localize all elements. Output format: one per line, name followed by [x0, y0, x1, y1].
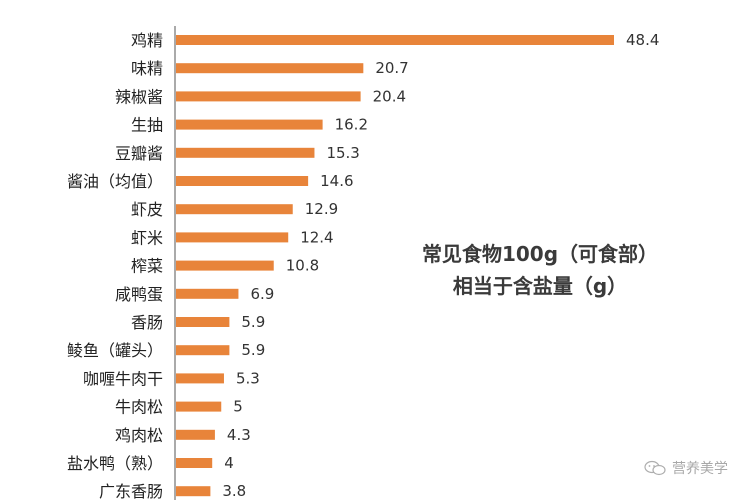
value-label: 4.3	[227, 426, 251, 444]
bar	[176, 401, 222, 412]
bar	[176, 458, 213, 468]
bar	[176, 373, 224, 384]
watermark: 营养美学	[644, 458, 728, 478]
category-label: 咖喱牛肉干	[83, 369, 163, 388]
value-label: 20.7	[375, 59, 408, 77]
category-label: 牛肉松	[115, 398, 163, 417]
value-label: 5.9	[241, 341, 265, 359]
category-label: 酱油（均值）	[67, 172, 163, 191]
chart-title: 常见食物100g（可食部） 相当于含盐量（g）	[370, 238, 710, 302]
bar	[176, 176, 309, 186]
value-label: 4	[224, 454, 234, 472]
value-label: 5.3	[236, 369, 260, 387]
bar	[176, 119, 323, 130]
bar	[176, 486, 211, 497]
value-label: 20.4	[373, 87, 406, 105]
value-label: 5	[233, 398, 243, 416]
category-label: 虾皮	[131, 200, 163, 219]
category-label: 生抽	[131, 116, 163, 135]
category-label: 味精	[131, 59, 163, 78]
category-label: 鸡精	[131, 31, 163, 50]
bar	[176, 260, 274, 271]
category-label: 咸鸭蛋	[115, 285, 163, 304]
category-label: 鲮鱼（罐头）	[67, 341, 163, 360]
value-label: 10.8	[286, 257, 319, 275]
bar	[176, 345, 230, 356]
bar	[176, 204, 293, 215]
bar	[176, 91, 361, 102]
category-label: 盐水鸭（熟）	[67, 454, 163, 473]
value-label: 3.8	[222, 482, 246, 500]
category-label: 鸡肉松	[115, 426, 163, 445]
value-label: 5.9	[241, 313, 265, 331]
category-label: 榨菜	[131, 257, 163, 276]
category-label: 豆瓣酱	[115, 144, 163, 163]
category-label: 香肠	[131, 313, 163, 332]
value-label: 6.9	[250, 285, 274, 303]
bar	[176, 429, 215, 440]
bar	[176, 147, 315, 158]
bars-group	[176, 35, 614, 497]
value-label: 14.6	[320, 172, 353, 190]
bar	[176, 288, 239, 299]
bar	[176, 232, 289, 243]
value-label: 12.9	[305, 200, 338, 218]
value-label: 15.3	[326, 144, 359, 162]
value-labels-group: 48.4 20.7 20.4 16.2 15.3 14.6 12.9 12.4 10.8 6.9 5…	[222, 31, 659, 500]
value-label: 12.4	[300, 228, 333, 246]
category-label: 辣椒酱	[115, 87, 163, 106]
wechat-icon	[644, 460, 666, 476]
chart-title-line-1: 常见食物100g（可食部）	[421, 242, 659, 266]
bar	[176, 317, 230, 327]
value-label: 48.4	[626, 31, 659, 49]
watermark-text: 营养美学	[672, 461, 728, 477]
chart-title-line-2: 相当于含盐量（g）	[452, 274, 628, 298]
bar	[176, 35, 614, 45]
bar	[176, 63, 364, 74]
value-label: 16.2	[335, 116, 368, 134]
category-label: 广东香肠	[99, 482, 163, 500]
category-label: 虾米	[131, 228, 163, 247]
